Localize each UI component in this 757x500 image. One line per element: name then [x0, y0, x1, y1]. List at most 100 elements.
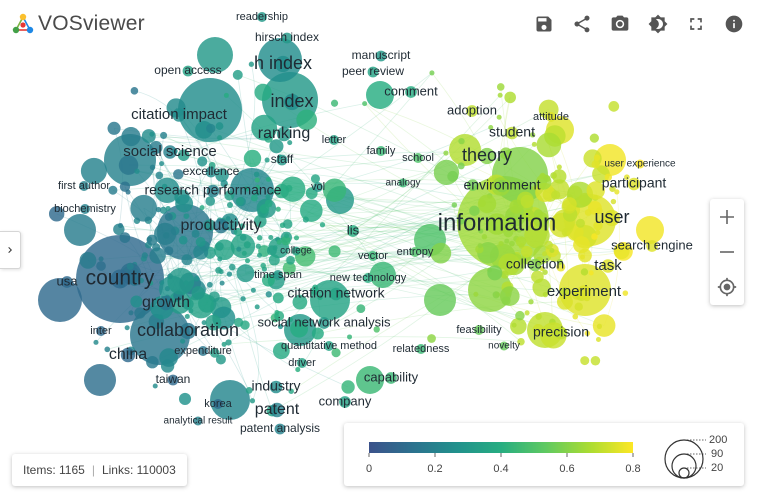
network-node[interactable]: [245, 258, 251, 264]
network-node[interactable]: [254, 190, 261, 196]
network-node[interactable]: [126, 262, 134, 270]
network-node[interactable]: [149, 131, 155, 137]
network-node[interactable]: [478, 147, 496, 165]
network-node[interactable]: [96, 261, 106, 271]
sidebar-toggle-button[interactable]: [0, 231, 21, 269]
network-node[interactable]: [248, 61, 255, 67]
network-node[interactable]: [274, 55, 292, 73]
network-node[interactable]: [173, 169, 184, 180]
network-node[interactable]: [120, 347, 136, 363]
network-node[interactable]: [240, 320, 250, 330]
network-node[interactable]: [458, 137, 465, 145]
network-node[interactable]: [603, 209, 621, 227]
network-node[interactable]: [261, 273, 275, 287]
network-node[interactable]: [128, 310, 134, 316]
network-node[interactable]: [118, 155, 139, 175]
node-label[interactable]: citation network: [287, 285, 385, 301]
network-node[interactable]: [457, 162, 465, 170]
network-node[interactable]: [269, 402, 285, 418]
node-label[interactable]: readership: [236, 11, 288, 23]
network-node[interactable]: [251, 114, 278, 141]
network-node[interactable]: [533, 211, 549, 228]
node-label[interactable]: driver: [288, 357, 316, 369]
network-node[interactable]: [274, 423, 286, 435]
network-node[interactable]: [119, 181, 131, 192]
share-button[interactable]: [571, 12, 593, 36]
network-node[interactable]: [531, 141, 537, 147]
network-node[interactable]: [516, 227, 523, 233]
network-node[interactable]: [592, 314, 616, 337]
network-node[interactable]: [274, 183, 290, 199]
network-node[interactable]: [287, 317, 293, 323]
network-node[interactable]: [486, 213, 508, 235]
network-node[interactable]: [295, 367, 301, 373]
network-node[interactable]: [79, 251, 97, 269]
network-node[interactable]: [64, 214, 96, 246]
network-node[interactable]: [614, 189, 620, 195]
network-node[interactable]: [197, 156, 208, 167]
network-node[interactable]: [98, 256, 104, 262]
network-node[interactable]: [130, 87, 139, 95]
network-node[interactable]: [347, 334, 353, 340]
network-node[interactable]: [520, 194, 534, 208]
node-label[interactable]: capability: [364, 369, 419, 384]
network-node[interactable]: [148, 280, 154, 286]
network-node[interactable]: [297, 358, 307, 368]
network-node[interactable]: [300, 199, 323, 222]
network-node[interactable]: [549, 247, 555, 254]
network-node[interactable]: [182, 65, 194, 77]
network-node[interactable]: [178, 392, 192, 405]
node-label[interactable]: korea: [204, 398, 232, 410]
network-node[interactable]: [593, 154, 601, 161]
network-node[interactable]: [61, 276, 73, 288]
network-node[interactable]: [213, 399, 223, 409]
network-node[interactable]: [290, 319, 309, 338]
network-node[interactable]: [609, 185, 616, 192]
network-node[interactable]: [318, 317, 330, 329]
network-node[interactable]: [195, 236, 206, 247]
network-node[interactable]: [154, 222, 177, 245]
network-node[interactable]: [369, 261, 396, 288]
network-node[interactable]: [330, 99, 339, 107]
network-node[interactable]: [496, 114, 502, 120]
network-node[interactable]: [580, 356, 590, 366]
network-node[interactable]: [515, 310, 525, 321]
network-node[interactable]: [292, 294, 308, 310]
network-node[interactable]: [478, 228, 484, 234]
network-node[interactable]: [141, 252, 148, 259]
network-node[interactable]: [302, 216, 309, 223]
node-label[interactable]: quantitative method: [281, 340, 377, 352]
network-node[interactable]: [329, 135, 339, 145]
node-label[interactable]: college: [280, 246, 312, 257]
network-node[interactable]: [161, 183, 168, 190]
network-node[interactable]: [556, 258, 563, 265]
network-node[interactable]: [269, 380, 283, 394]
network-node[interactable]: [205, 166, 217, 178]
network-node[interactable]: [373, 326, 380, 333]
network-node[interactable]: [260, 262, 266, 269]
network-node[interactable]: [48, 206, 65, 222]
network-node[interactable]: [154, 177, 180, 204]
network-node[interactable]: [220, 179, 228, 188]
network-node[interactable]: [281, 236, 291, 246]
network-node[interactable]: [215, 354, 226, 365]
network-node[interactable]: [622, 290, 629, 296]
network-node[interactable]: [282, 219, 293, 229]
network-node[interactable]: [363, 273, 373, 283]
node-label[interactable]: experiment: [547, 283, 622, 300]
network-node[interactable]: [175, 194, 194, 213]
node-label[interactable]: citation impact: [131, 106, 228, 123]
node-label[interactable]: letter: [322, 134, 347, 146]
network-node[interactable]: [544, 240, 553, 250]
network-node[interactable]: [149, 141, 163, 154]
network-node[interactable]: [457, 217, 465, 225]
network-node[interactable]: [209, 348, 220, 358]
network-node[interactable]: [496, 83, 505, 91]
node-label[interactable]: open access: [154, 63, 221, 77]
node-label[interactable]: inter: [90, 325, 112, 337]
network-node[interactable]: [250, 194, 258, 202]
network-node[interactable]: [282, 261, 296, 275]
node-label[interactable]: ranking: [258, 125, 310, 142]
network-node[interactable]: [433, 159, 460, 185]
network-node[interactable]: [474, 325, 484, 335]
